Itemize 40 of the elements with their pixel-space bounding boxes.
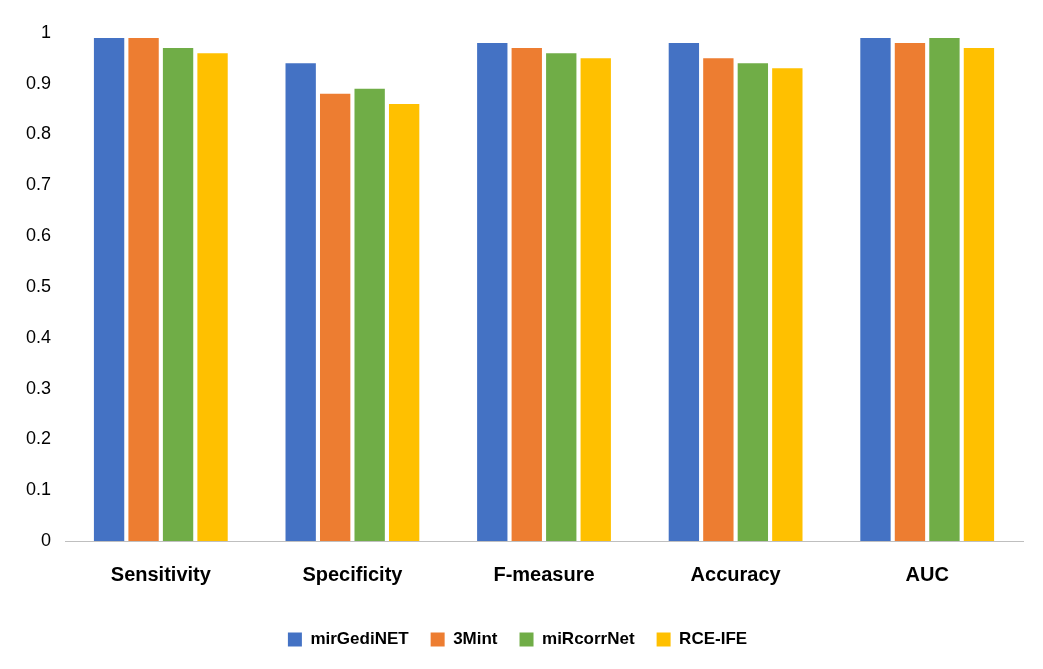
bar [546,53,577,541]
bar [511,48,542,541]
y-tick-label: 0.5 [25,275,52,296]
bar [894,42,926,541]
y-tick-label: 0.8 [25,123,52,144]
bar [860,37,891,541]
bar [162,48,194,541]
bar [668,42,700,541]
y-tick-label: 0.4 [25,326,52,347]
y-tick-label: 0.3 [25,377,52,398]
bar [772,68,803,541]
bar [580,58,611,541]
x-tick-label: Accuracy [690,562,782,585]
y-tick-label: 0.7 [25,174,52,195]
bar [354,88,385,541]
x-tick-label: AUC [905,562,949,585]
bar [929,37,960,541]
y-tick-label: 0.9 [25,72,52,93]
y-tick-label: 0 [41,529,52,550]
legend-label: RCE-IFE [679,629,748,649]
bar [320,93,351,541]
bar [703,58,734,541]
y-tick-label: 0.2 [25,428,52,449]
y-tick-label: 1 [41,21,52,42]
bar [285,63,316,541]
x-tick-label: Specificity [302,562,404,585]
bar [197,53,228,541]
legend-label: miRcorrNet [542,629,635,649]
y-tick-label: 0.1 [25,479,52,500]
legend-label: 3Mint [453,629,498,649]
bar [93,37,125,541]
legend-label: mirGediNET [310,629,410,649]
bar [477,42,508,541]
bar [388,103,420,541]
x-tick-label: F-measure [493,562,595,585]
x-tick-label: Sensitivity [110,562,212,585]
bar [128,37,159,541]
y-tick-label: 0.6 [25,225,52,246]
bar [737,63,769,541]
bar [963,48,995,541]
